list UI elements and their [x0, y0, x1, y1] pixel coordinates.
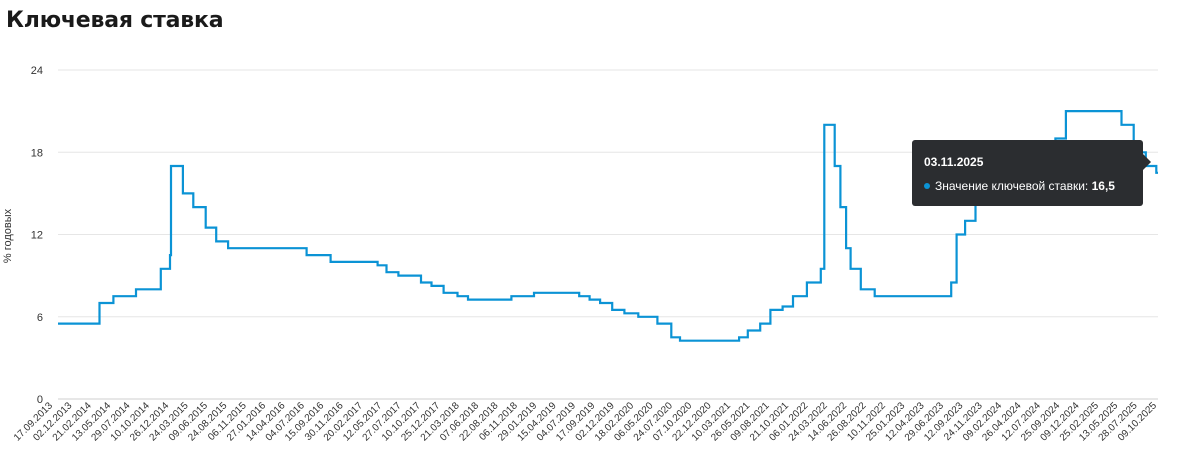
- x-axis-ticks: 17.09.201302.12.201321.02.201413.05.2014…: [12, 400, 1159, 443]
- tooltip-date: 03.11.2025: [924, 155, 984, 169]
- rate-series-line[interactable]: [58, 110, 1158, 342]
- y-tick-label: 12: [31, 230, 43, 242]
- chart-title: Ключевая ставка: [6, 8, 224, 33]
- grid-lines: [58, 69, 1158, 400]
- tooltip-label: Значение ключевой ставки:: [935, 179, 1089, 193]
- tooltip-value: 16,5: [1091, 179, 1115, 193]
- y-tick-label: 0: [37, 394, 43, 406]
- y-tick-label: 18: [31, 147, 43, 159]
- y-axis-ticks: 0 6 12 18 24: [31, 65, 43, 406]
- tooltip-row: Значение ключевой ставки: 16,5: [924, 179, 1131, 193]
- tooltip: 03.11.2025 Значение ключевой ставки: 16,…: [912, 140, 1151, 206]
- y-tick-label: 6: [37, 312, 43, 324]
- y-tick-label: 24: [31, 65, 43, 77]
- tooltip-marker-icon: [924, 183, 930, 189]
- y-axis-label: % годовых: [2, 208, 14, 264]
